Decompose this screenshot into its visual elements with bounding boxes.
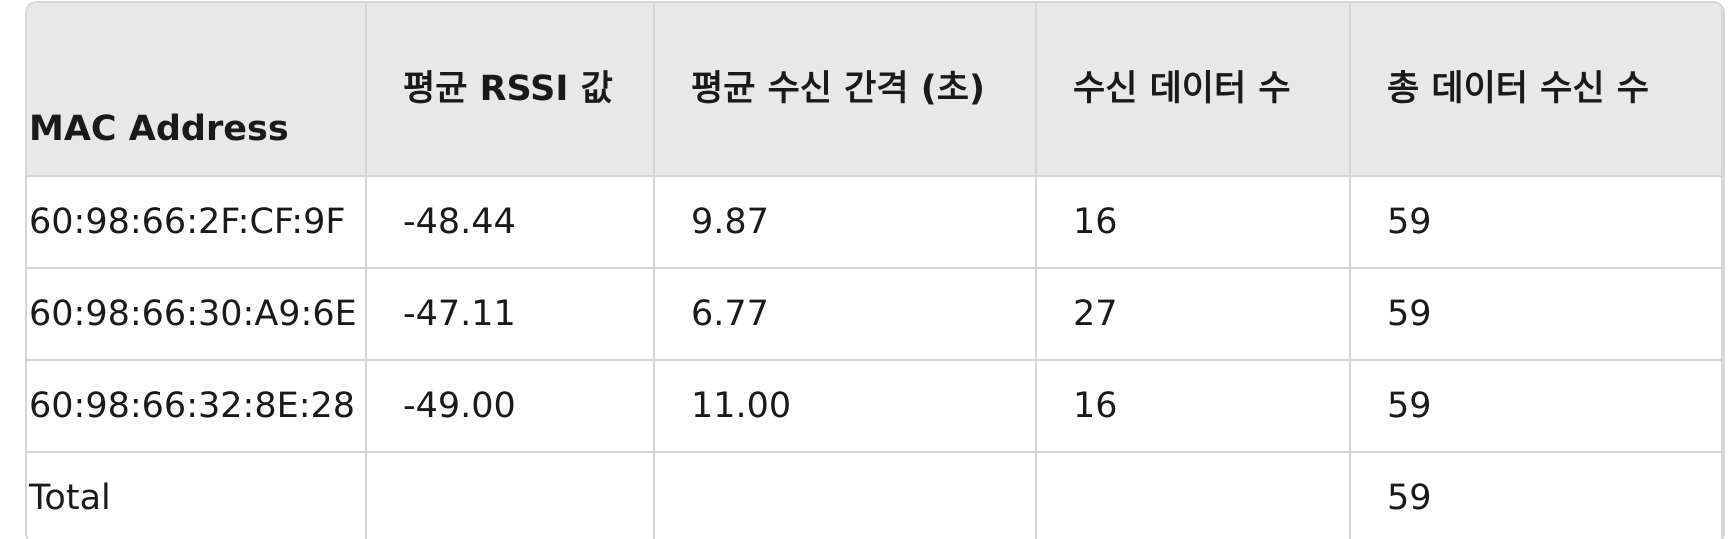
cell-avg-interval: 9.87 [655,177,1037,269]
table-row: 60:98:66:32:8E:28 -49.00 11.00 16 59 [27,361,1723,453]
header-row: MAC Address 평균 RSSI 값 평균 수신 간격 (초) 수신 데이… [27,3,1723,177]
table-row: 60:98:66:30:A9:6E -47.11 6.77 27 59 [27,269,1723,361]
cell-total-received: 59 [1351,177,1723,269]
cell-avg-rssi [367,453,655,539]
column-header-mac-address[interactable]: MAC Address [27,3,367,177]
cell-avg-rssi: -47.11 [367,269,655,361]
cell-total-received: 59 [1351,361,1723,453]
cell-received-count [1037,453,1351,539]
column-header-avg-rssi[interactable]: 평균 RSSI 값 [367,3,655,177]
cell-avg-interval: 11.00 [655,361,1037,453]
cell-avg-rssi: -49.00 [367,361,655,453]
cell-total-label: Total [27,453,367,539]
cell-avg-interval: 6.77 [655,269,1037,361]
column-header-total-received[interactable]: 총 데이터 수신 수 [1351,3,1723,177]
data-table: MAC Address 평균 RSSI 값 평균 수신 간격 (초) 수신 데이… [25,1,1725,539]
column-header-received-count[interactable]: 수신 데이터 수 [1037,3,1351,177]
cell-received-count: 27 [1037,269,1351,361]
cell-total-received: 59 [1351,453,1723,539]
cell-avg-interval [655,453,1037,539]
cell-received-count: 16 [1037,177,1351,269]
cell-total-received: 59 [1351,269,1723,361]
column-header-avg-interval[interactable]: 평균 수신 간격 (초) [655,3,1037,177]
cell-received-count: 16 [1037,361,1351,453]
cell-avg-rssi: -48.44 [367,177,655,269]
cell-mac-address: 60:98:66:2F:CF:9F [27,177,367,269]
cell-mac-address: 60:98:66:32:8E:28 [27,361,367,453]
cell-mac-address: 60:98:66:30:A9:6E [27,269,367,361]
table-row-total: Total 59 [27,453,1723,539]
table-body: 60:98:66:2F:CF:9F -48.44 9.87 16 59 60:9… [27,177,1723,539]
table-row: 60:98:66:2F:CF:9F -48.44 9.87 16 59 [27,177,1723,269]
table-header: MAC Address 평균 RSSI 값 평균 수신 간격 (초) 수신 데이… [27,3,1723,177]
